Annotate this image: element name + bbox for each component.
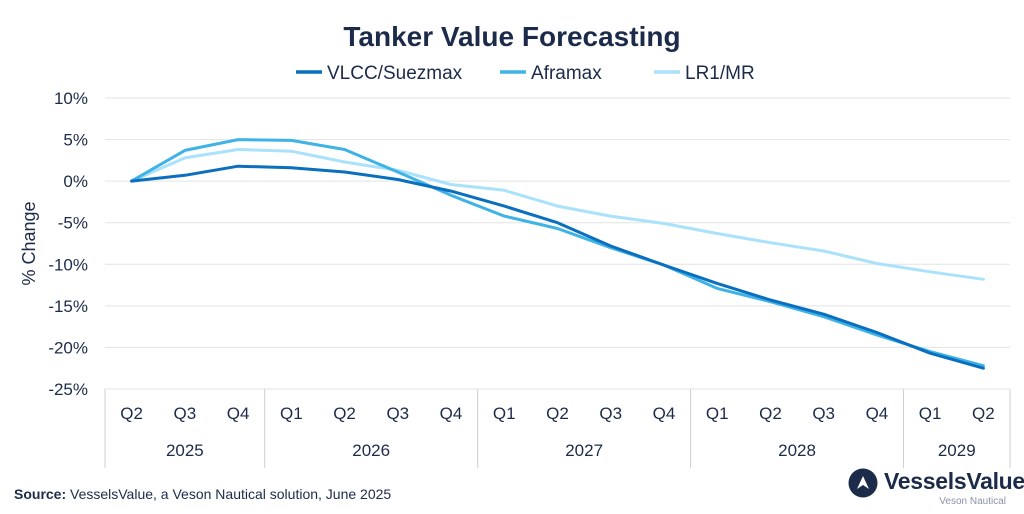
y-tick-label: -10% [48,255,88,274]
x-year-label: 2027 [565,441,603,460]
y-tick-label: 5% [63,131,88,150]
brand-subtitle: Veson Nautical [939,496,1006,507]
legend-label-1: Aframax [531,63,602,84]
y-axis-label: % Change [19,201,39,285]
x-tick-label: Q1 [493,404,516,423]
x-tick-label: Q4 [866,404,889,423]
x-year-label: 2026 [352,441,390,460]
x-tick-label: Q1 [280,404,303,423]
vesselsvalue-logo-icon [848,468,878,498]
y-tick-label: -25% [48,380,88,399]
x-tick-label: Q2 [120,404,143,423]
x-year-label: 2028 [778,441,816,460]
brand-name: VesselsValue [884,468,1024,494]
x-tick-label: Q3 [599,404,622,423]
source-note: Source: VesselsValue, a Veson Nautical s… [14,486,391,502]
x-year-label: 2025 [166,441,204,460]
x-tick-label: Q3 [386,404,409,423]
x-tick-label: Q2 [333,404,356,423]
x-tick-label: Q1 [919,404,942,423]
y-tick-label: 0% [63,172,88,191]
y-tick-label: 10% [54,89,88,108]
x-tick-label: Q4 [227,404,250,423]
brand-logo-block: VesselsValue Veson Nautical [848,466,1024,510]
source-text: VesselsValue, a Veson Nautical solution,… [66,486,392,502]
x-tick-label: Q2 [972,404,995,423]
y-tick-label: -20% [48,338,88,357]
source-label: Source: [14,486,67,502]
x-tick-label: Q2 [759,404,782,423]
x-year-label: 2029 [938,441,976,460]
x-tick-label: Q3 [812,404,835,423]
series-line-lr1-mr [130,148,985,281]
chart-title: Tanker Value Forecasting [343,21,680,52]
legend-label-0: VLCC/Suezmax [327,63,463,84]
x-tick-label: Q2 [546,404,569,423]
x-tick-label: Q4 [440,404,463,423]
y-tick-label: -15% [48,297,88,316]
series-line-aframax [130,138,985,368]
x-tick-label: Q1 [706,404,729,423]
x-tick-label: Q4 [653,404,676,423]
y-tick-label: -5% [58,214,88,233]
legend-label-2: LR1/MR [685,63,755,84]
x-tick-label: Q3 [174,404,197,423]
series-line-vlcc-suezmax [130,164,985,370]
